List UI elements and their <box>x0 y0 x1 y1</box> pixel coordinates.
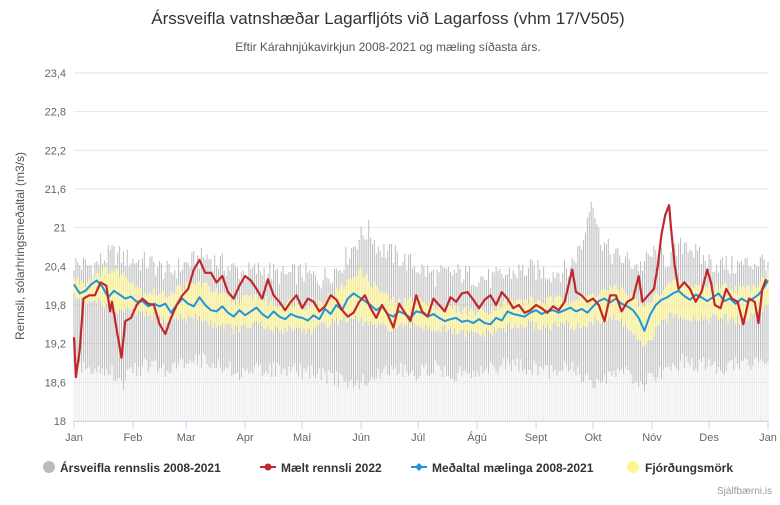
axis-layer: 18 18,6 19,2 19,8 20,4 21 21,6 22,2 22,8 23,4 Jan F… <box>45 68 777 444</box>
y-tick-label: 21 <box>54 223 66 235</box>
y-tick-label: 21,6 <box>45 184 66 196</box>
chart-title: Árssveifla vatnshæðar Lagarfljóts við La… <box>151 9 624 28</box>
chart-subtitle: Eftir Kárahnjúkavirkjun 2008-2021 og mæl… <box>235 40 541 54</box>
x-tick-label: Mar <box>177 432 196 444</box>
y-tick-label: 22,2 <box>45 145 66 157</box>
x-tick-label: Júl <box>411 432 425 444</box>
x-tick-label: Feb <box>123 432 142 444</box>
legend-label-quartiles: Fjórðungsmörk <box>645 461 733 475</box>
legend-marker-mean <box>415 463 423 471</box>
legend-item-mean[interactable]: Meðaltal mælinga 2008-2021 <box>411 461 594 475</box>
y-tick-label: 18,6 <box>45 377 66 389</box>
legend-item-quartiles[interactable]: Fjórðungsmörk <box>627 461 733 475</box>
legend-marker-quartiles <box>627 461 639 473</box>
legend-label-measured-2022: Mælt rennsli 2022 <box>281 461 382 475</box>
x-tick-label: Des <box>699 432 719 444</box>
series-line-measured-2022 <box>72 204 768 379</box>
legend-item-measured-2022[interactable]: Mælt rennsli 2022 <box>260 461 382 475</box>
y-tick-label: 18 <box>54 416 66 428</box>
y-axis-label: Rennsli, sólarhringsmeðaltal (m3/s) <box>13 152 27 340</box>
legend-marker-measured-2022 <box>264 463 272 471</box>
legend-item-range[interactable]: Ársveifla rennslis 2008-2021 <box>43 460 221 475</box>
y-tick-label: 20,4 <box>45 261 66 273</box>
y-tick-label: 19,2 <box>45 339 66 351</box>
credit-text[interactable]: Sjálfbærni.is <box>717 486 772 497</box>
legend-label-range: Ársveifla rennslis 2008-2021 <box>60 460 221 475</box>
legend-label-mean: Meðaltal mælinga 2008-2021 <box>432 461 594 475</box>
y-tick-label: 23,4 <box>45 68 66 80</box>
y-tick-label: 22,8 <box>45 107 66 119</box>
x-tick-label: Nóv <box>642 432 662 444</box>
series-layer <box>72 204 769 379</box>
x-tick-label: Jan <box>65 432 83 444</box>
x-tick-label: Maí <box>293 432 311 444</box>
x-tick-label: Apr <box>237 432 254 444</box>
x-tick-label: Okt <box>585 432 602 444</box>
x-tick-label: Ágú <box>467 431 487 444</box>
y-tick-label: 19,8 <box>45 300 66 312</box>
legend: Ársveifla rennslis 2008-2021 Mælt rennsl… <box>43 460 733 475</box>
x-tick-label: Jan <box>759 432 777 444</box>
x-tick-label: Sept <box>525 432 548 444</box>
legend-marker-range <box>43 461 55 473</box>
x-tick-label: Jún <box>352 432 370 444</box>
